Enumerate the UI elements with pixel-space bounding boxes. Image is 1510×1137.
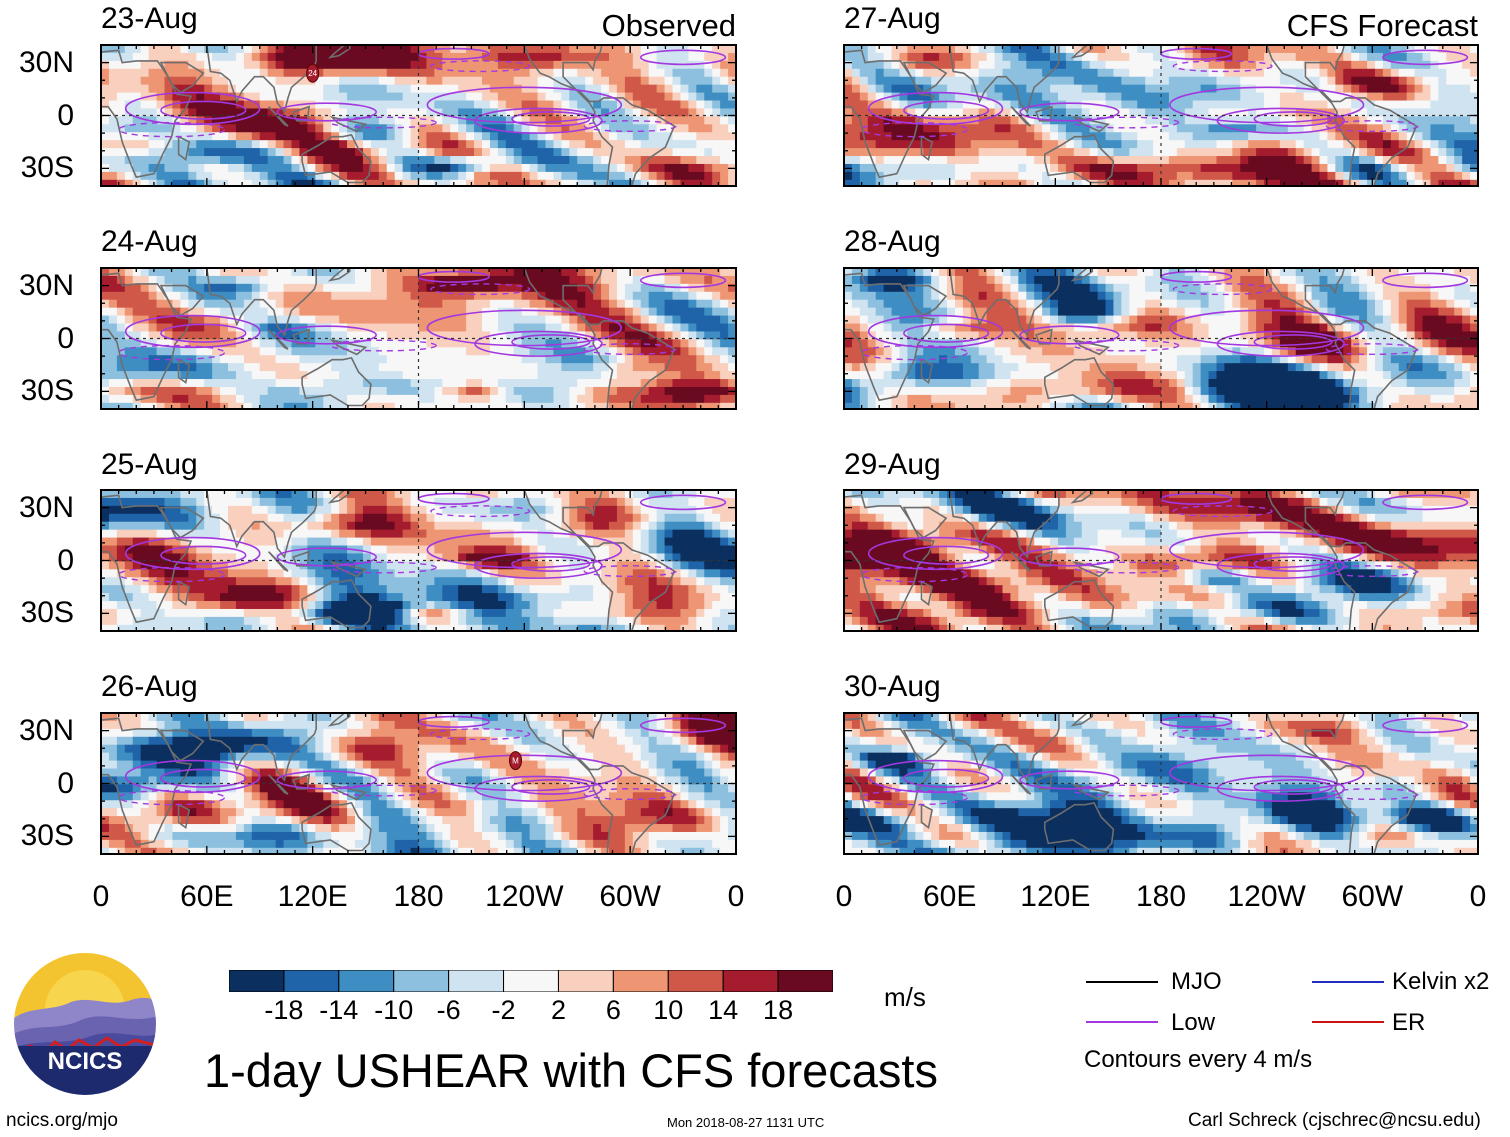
colorbar-swatch — [338, 970, 395, 992]
colorbar-swatch — [283, 970, 340, 992]
lat-tick-label: 30S — [20, 151, 74, 185]
chart-title: 1-day USHEAR with CFS forecasts — [204, 1044, 938, 1097]
contour-interval-note: Contours every 4 m/s — [1084, 1046, 1313, 1073]
map-panel-28-aug — [843, 267, 1479, 410]
lon-tick-label: 0 — [1469, 880, 1487, 913]
legend-label-mjo: MJO — [1171, 968, 1222, 995]
panel-date-26-aug: 26-Aug — [101, 670, 198, 703]
legend-label-er: ER — [1392, 1009, 1426, 1036]
lon-tick-label: 180 — [1135, 880, 1187, 913]
map-panel-29-aug — [843, 489, 1479, 632]
colorbar-swatch — [722, 970, 779, 992]
colorbar-swatch — [393, 970, 450, 992]
panel-date-28-aug: 28-Aug — [844, 225, 941, 258]
colorbar-swatch — [777, 970, 833, 992]
colorbar-tick-label: -2 — [491, 995, 516, 1025]
lat-tick-label: 0 — [57, 321, 74, 355]
colorbar-tick-label: 14 — [708, 995, 739, 1025]
legend-line-er — [1312, 1021, 1384, 1023]
storm-marker-1: M — [509, 751, 523, 771]
lat-tick-label: 30N — [18, 268, 74, 302]
colorbar-unit: m/s — [884, 982, 926, 1012]
panel-date-23-aug: 23-Aug — [101, 2, 198, 35]
lat-tick-label: 30N — [18, 45, 74, 79]
observed-column-label: Observed — [601, 8, 736, 43]
lon-tick-label: 180 — [393, 880, 444, 913]
colorbar-swatch — [557, 970, 614, 992]
colorbar-tick-label: 2 — [550, 995, 566, 1025]
map-panel-26-aug: M — [100, 712, 737, 855]
colorbar-swatch — [503, 970, 559, 992]
map-panel-27-aug — [843, 44, 1479, 187]
ncics-logo-text: NCICS — [48, 1048, 123, 1075]
ncics-logo: NCICS — [12, 951, 158, 1097]
lat-tick-label: 30N — [18, 713, 74, 747]
lon-tick-label: 60W — [599, 880, 661, 913]
panel-date-27-aug: 27-Aug — [844, 2, 941, 35]
legend-label-low: Low — [1171, 1009, 1216, 1036]
panel-date-24-aug: 24-Aug — [101, 225, 198, 258]
storm-marker-label: 24 — [308, 69, 317, 78]
lat-tick-label: 30S — [20, 819, 74, 853]
forecast-column-label: CFS Forecast — [1286, 8, 1478, 43]
colorbar-tick-label: -14 — [319, 995, 359, 1025]
legend-label-kelvin: Kelvin x2 — [1392, 968, 1490, 995]
footer-credit: Carl Schreck (cjschrec@ncsu.edu) — [1188, 1110, 1481, 1131]
lon-tick-label: 60E — [180, 880, 234, 913]
lat-tick-label: 0 — [57, 766, 74, 800]
lon-tick-label: 0 — [92, 880, 110, 913]
colorbar — [229, 970, 833, 992]
lon-tick-label: 60W — [1341, 880, 1404, 913]
lat-tick-label: 0 — [57, 543, 74, 577]
colorbar-swatch — [229, 970, 285, 992]
lon-tick-label: 0 — [835, 880, 853, 913]
colorbar-tick-label: 6 — [605, 995, 621, 1025]
colorbar-tick-label: -10 — [374, 995, 414, 1025]
footer-url[interactable]: ncics.org/mjo — [6, 1110, 118, 1131]
lon-tick-label: 60E — [922, 880, 977, 913]
lon-tick-label: 120E — [277, 880, 348, 913]
lon-tick-label: 120W — [1227, 880, 1306, 913]
legend-line-low — [1086, 1021, 1158, 1023]
storm-marker-label: M — [512, 757, 519, 766]
colorbar-tick-label: 10 — [653, 995, 684, 1025]
lat-tick-label: 30S — [20, 374, 74, 408]
footer-timestamp: Mon 2018-08-27 1131 UTC — [667, 1115, 825, 1130]
lat-tick-label: 30N — [18, 490, 74, 524]
colorbar-tick-label: -6 — [436, 995, 461, 1025]
lon-tick-label: 120W — [485, 880, 564, 913]
colorbar-swatch — [448, 970, 505, 992]
panel-date-30-aug: 30-Aug — [844, 670, 941, 703]
colorbar-swatch — [612, 970, 669, 992]
panel-date-29-aug: 29-Aug — [844, 448, 941, 481]
lat-tick-label: 30S — [20, 596, 74, 630]
lon-tick-label: 120E — [1020, 880, 1091, 913]
map-panel-24-aug — [100, 267, 737, 410]
lat-tick-label: 0 — [57, 98, 74, 132]
lon-tick-label: 0 — [727, 880, 745, 913]
legend-line-mjo — [1086, 981, 1158, 983]
map-panel-23-aug: 24 — [100, 44, 737, 187]
colorbar-tick-label: 18 — [763, 995, 794, 1025]
legend-line-kelvin — [1312, 981, 1384, 983]
colorbar-swatch — [667, 970, 724, 992]
colorbar-tick-label: -18 — [264, 995, 304, 1025]
storm-marker-0: 24 — [306, 63, 320, 83]
panel-date-25-aug: 25-Aug — [101, 448, 198, 481]
map-panel-30-aug — [843, 712, 1479, 855]
map-panel-25-aug — [100, 489, 737, 632]
